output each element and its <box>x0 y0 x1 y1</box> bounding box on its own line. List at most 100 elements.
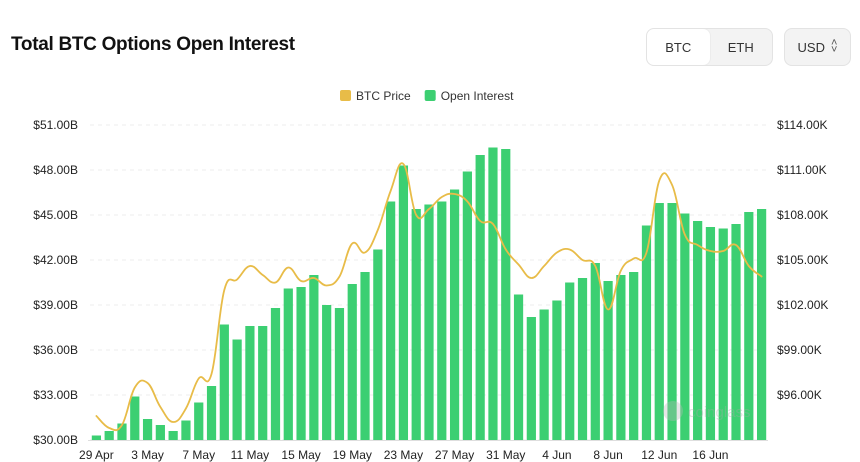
y-right-tick-label: $111.00K <box>777 163 827 177</box>
open-interest-bar <box>206 386 217 440</box>
open-interest-bar <box>449 189 460 440</box>
open-interest-bar <box>654 203 664 440</box>
x-tick-label: 23 May <box>384 448 423 462</box>
open-interest-bar <box>386 201 396 440</box>
open-interest-bar <box>462 171 472 440</box>
x-tick-label: 15 May <box>281 448 320 462</box>
y-left-tick-label: $36.00B <box>33 343 78 357</box>
x-tick-label: 16 Jun <box>692 448 728 462</box>
x-tick-label: 4 Jun <box>542 448 571 462</box>
y-left-tick-label: $51.00B <box>33 118 78 132</box>
x-axis: 29 Apr 3 May 7 May 11 May 15 May 19 May 23 May… <box>79 440 768 462</box>
y-axis-left: $30.00B $33.00B $36.00B $39.00B $42.00B $45.0… <box>33 118 78 447</box>
open-interest-bar <box>488 147 498 440</box>
x-tick-label: 8 Jun <box>593 448 622 462</box>
asset-option-eth[interactable]: ETH <box>727 39 754 55</box>
x-tick-label: 29 Apr <box>79 448 114 462</box>
open-interest-bar <box>398 165 409 440</box>
open-interest-bar <box>91 435 102 440</box>
open-interest-bar <box>296 287 306 440</box>
legend-label: Open Interest <box>441 89 514 103</box>
open-interest-bar <box>104 431 114 440</box>
legend: BTC Price Open Interest <box>340 89 514 103</box>
x-tick-label: 27 May <box>435 448 474 462</box>
open-interest-bar <box>513 294 524 440</box>
currency-select[interactable]: USD ˄ ˅ <box>784 28 851 66</box>
open-interest-bar <box>539 309 549 440</box>
open-interest-bar <box>322 305 332 440</box>
x-tick-label: 11 May <box>231 448 269 462</box>
currency-value: USD <box>797 39 825 55</box>
open-interest-bar <box>756 209 767 440</box>
open-interest-bar <box>718 228 728 440</box>
open-interest-bar <box>744 212 754 440</box>
open-interest-bar <box>142 419 153 440</box>
x-tick-label: 12 Jun <box>641 448 677 462</box>
open-interest-bar <box>117 423 127 440</box>
open-interest-bar <box>283 288 293 440</box>
x-tick-label: 31 May <box>486 448 525 462</box>
open-interest-bar <box>181 420 191 440</box>
y-left-tick-label: $33.00B <box>33 388 78 402</box>
open-interest-bar <box>232 339 242 440</box>
watermark-text: coinglass <box>688 404 751 421</box>
asset-option-btc[interactable]: BTC <box>647 29 710 65</box>
open-interest-bar <box>705 227 716 440</box>
y-left-tick-label: $45.00B <box>33 208 78 222</box>
open-interest-bar <box>309 275 319 440</box>
asset-toggle: BTC ETH <box>646 28 773 66</box>
y-left-tick-label: $30.00B <box>33 433 78 447</box>
open-interest-bar <box>168 431 178 440</box>
open-interest-bar <box>603 281 613 440</box>
y-left-tick-label: $39.00B <box>33 298 78 312</box>
x-tick-label: 3 May <box>131 448 164 462</box>
open-interest-bar <box>411 209 421 440</box>
open-interest-bar <box>245 326 255 440</box>
y-left-tick-label: $42.00B <box>33 253 78 267</box>
watermark: coinglass <box>663 401 751 421</box>
open-interest-bar <box>360 272 370 440</box>
open-interest-bar <box>373 249 383 440</box>
chart-title: Total BTC Options Open Interest <box>11 34 295 55</box>
open-interest-bar <box>629 272 639 440</box>
y-right-tick-label: $105.00K <box>777 253 828 267</box>
open-interest-bar <box>577 278 588 440</box>
open-interest-bar <box>616 275 626 440</box>
legend-swatch <box>340 90 351 101</box>
open-interest-bars <box>91 147 767 440</box>
open-interest-bar <box>565 282 575 440</box>
open-interest-bar <box>130 396 140 440</box>
y-left-tick-label: $48.00B <box>33 163 78 177</box>
open-interest-bar <box>155 425 165 440</box>
open-interest-bar <box>437 201 447 440</box>
open-interest-bar <box>731 224 741 440</box>
legend-label: BTC Price <box>356 89 411 103</box>
y-right-tick-label: $114.00K <box>777 118 828 132</box>
open-interest-bar <box>501 149 511 440</box>
open-interest-bar <box>667 203 677 440</box>
sort-updown-icon: ˄ ˅ <box>831 37 838 56</box>
y-axis-right: $96.00K $99.00K $102.00K $105.00K $108.00K $1… <box>777 118 828 402</box>
y-right-tick-label: $96.00K <box>777 388 822 402</box>
open-interest-bar <box>552 300 562 440</box>
coinglass-logo-icon <box>663 401 683 421</box>
y-right-tick-label: $108.00K <box>777 208 828 222</box>
open-interest-bar <box>693 221 703 440</box>
open-interest-bar <box>590 263 600 440</box>
y-right-tick-label: $99.00K <box>777 343 822 357</box>
x-tick-label: 7 May <box>182 448 215 462</box>
open-interest-bar <box>219 324 229 440</box>
open-interest-bar <box>258 326 268 440</box>
btc-price-line <box>95 162 763 432</box>
open-interest-bar <box>347 284 357 440</box>
open-interest-bar <box>526 317 536 440</box>
legend-swatch <box>424 90 436 101</box>
open-interest-bar <box>680 213 690 440</box>
open-interest-bar <box>194 402 204 440</box>
open-interest-bar <box>334 308 345 440</box>
x-tick-label: 19 May <box>333 448 372 462</box>
open-interest-bar <box>475 155 485 440</box>
open-interest-bar <box>270 308 281 440</box>
open-interest-bar <box>641 225 652 440</box>
